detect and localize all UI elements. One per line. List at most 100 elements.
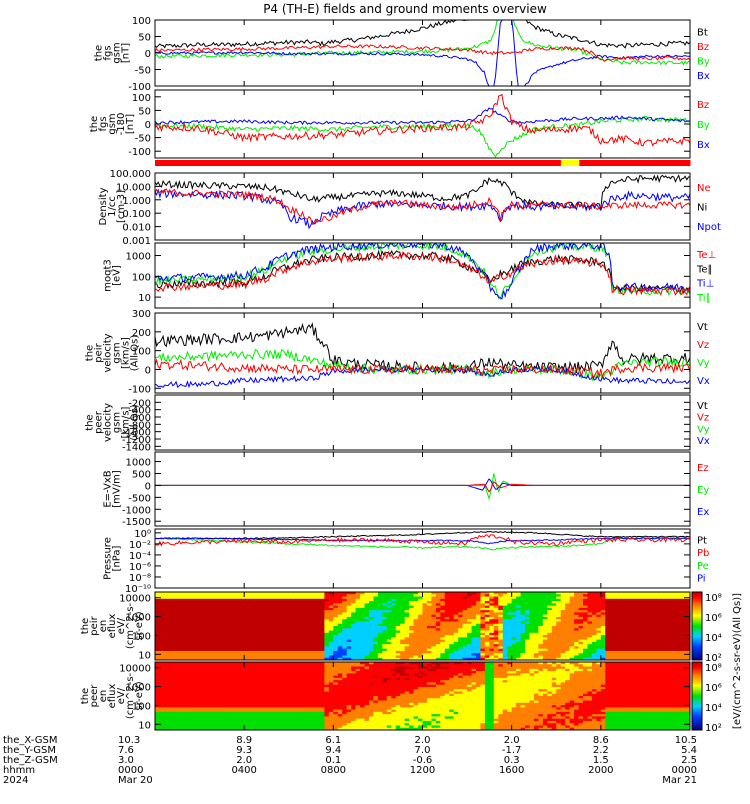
legend-Pb: Pb	[697, 548, 709, 559]
y-tick-label: 10	[138, 650, 151, 661]
legend-Ti∥: Ti∥	[696, 293, 711, 304]
panel-frame	[155, 90, 690, 158]
y-tick-label: 0.010	[122, 223, 151, 234]
y-tick-label: 100	[132, 272, 151, 283]
panel-frame	[155, 452, 690, 526]
panel-pressure: 10⁰10⁻²10⁻⁴10⁻⁶10⁻⁸10⁻¹⁰Pressure[nPa]PtP…	[103, 529, 710, 595]
y-tick-label: 0	[145, 49, 151, 60]
panel-peer-spec: 10000100010010thepeerenefluxeV/(cm^2-s-s…	[80, 662, 691, 731]
legend-Vz: Vz	[697, 340, 709, 351]
y-tick-label: 50	[138, 33, 151, 44]
legend-Vt: Vt	[697, 401, 708, 412]
legend-Bx: Bx	[697, 71, 710, 82]
legend-Bx: Bx	[697, 140, 710, 151]
series-group	[155, 324, 690, 387]
y-axis-label: Pressure[nPa]	[103, 537, 123, 580]
y-axis-label-line: [eV]	[112, 265, 123, 286]
legend-Vy: Vy	[697, 424, 710, 435]
y-axis-label-line: [mV/m]	[112, 470, 123, 508]
y-axis-label-line: (All Qs)	[130, 404, 141, 441]
y-axis-label-line: [nT]	[125, 114, 136, 134]
panel-frame	[155, 395, 690, 450]
series-group	[155, 20, 690, 86]
y-tick-label: -1500	[122, 517, 151, 528]
legend-Npot: Npot	[697, 222, 721, 233]
legend-Ti⊥: Ti⊥	[696, 279, 714, 290]
y-tick-label: 0	[145, 481, 151, 492]
y-axis-label-line: sr-eV)	[134, 611, 145, 640]
heatmap-peir-spec	[155, 592, 691, 661]
legend-Vt: Vt	[697, 322, 708, 333]
legend-Pi: Pi	[697, 574, 706, 585]
series-group	[155, 474, 690, 499]
y-axis-label-line: [cm-3]	[116, 190, 127, 223]
series-line-Ey	[155, 474, 690, 499]
legend-Ex: Ex	[697, 507, 709, 518]
legend-Pt: Pt	[697, 535, 707, 546]
series-line-Ex	[155, 479, 690, 490]
y-tick-label: -100	[128, 147, 151, 158]
y-tick-label: 1000	[126, 458, 151, 469]
legend-Pe: Pe	[697, 561, 709, 572]
series-line-Bx	[155, 108, 690, 124]
legend-Vz: Vz	[697, 413, 709, 424]
series-line-Vt	[155, 324, 690, 373]
legend-Ne: Ne	[697, 183, 711, 194]
series-group	[155, 175, 690, 228]
y-tick-label: -100	[128, 384, 151, 395]
y-tick-label: 0.001	[122, 236, 151, 247]
heatmap-peer-spec	[155, 662, 691, 731]
panel-peir-spec: 10000100010010thepeirenefluxeV/(cm^2-s-s…	[80, 592, 691, 661]
legend-Te∥: Te∥	[696, 264, 713, 275]
series-line-Vy	[155, 350, 690, 380]
series-line-Vz	[155, 360, 690, 377]
y-tick-label: 0	[145, 365, 151, 376]
series-line-Ez	[155, 482, 690, 492]
y-tick-label: 10⁻⁸	[129, 573, 151, 584]
series-line-By	[155, 20, 690, 65]
legend-By: By	[697, 56, 710, 67]
legend-Ni: Ni	[697, 203, 707, 214]
legend-Ey: Ey	[697, 485, 709, 496]
panel-peir-velocity: 3002001000-100thepeirvelocitygsm[km/s](A…	[85, 309, 710, 395]
y-tick-label: -50	[135, 134, 151, 145]
y-tick-label: -50	[135, 66, 151, 77]
y-tick-label: 100	[132, 93, 151, 104]
legend-Te⊥: Te⊥	[696, 250, 716, 261]
y-tick-label: 10⁰	[134, 529, 151, 540]
y-tick-label: 10⁻²	[129, 540, 151, 551]
panels: 100500-50-100thefgsgsm[nT]BtBzByBx100500…	[80, 16, 721, 731]
y-tick-label: 10⁻⁶	[129, 562, 151, 573]
series-line-By	[155, 116, 690, 157]
y-tick-label: 300	[132, 309, 151, 320]
series-group	[155, 95, 690, 157]
y-tick-label: -1400	[122, 442, 151, 453]
legend-Bz: Bz	[697, 100, 709, 111]
y-axis-label-line: (All Qs)	[130, 335, 141, 372]
legend-By: By	[697, 120, 710, 131]
y-axis-label: moqt3[eV]	[103, 259, 123, 292]
y-tick-label: 10⁻⁴	[129, 551, 151, 562]
panel-frame	[155, 529, 690, 588]
y-tick-label: 1000	[126, 252, 151, 263]
legend-Bz: Bz	[697, 42, 709, 53]
y-tick-label: 0	[145, 120, 151, 131]
panel-density: 100.00010.0001.0000.1000.0100.001Density…	[98, 169, 721, 247]
legend-Vx: Vx	[697, 436, 710, 447]
legend-Bt: Bt	[697, 27, 708, 38]
y-axis-label: E=-VxB[mV/m]	[103, 470, 123, 508]
y-tick-label: 100	[132, 16, 151, 27]
series-group	[155, 531, 690, 550]
y-tick-label: -100	[128, 82, 151, 93]
legend-Vy: Vy	[697, 358, 710, 369]
